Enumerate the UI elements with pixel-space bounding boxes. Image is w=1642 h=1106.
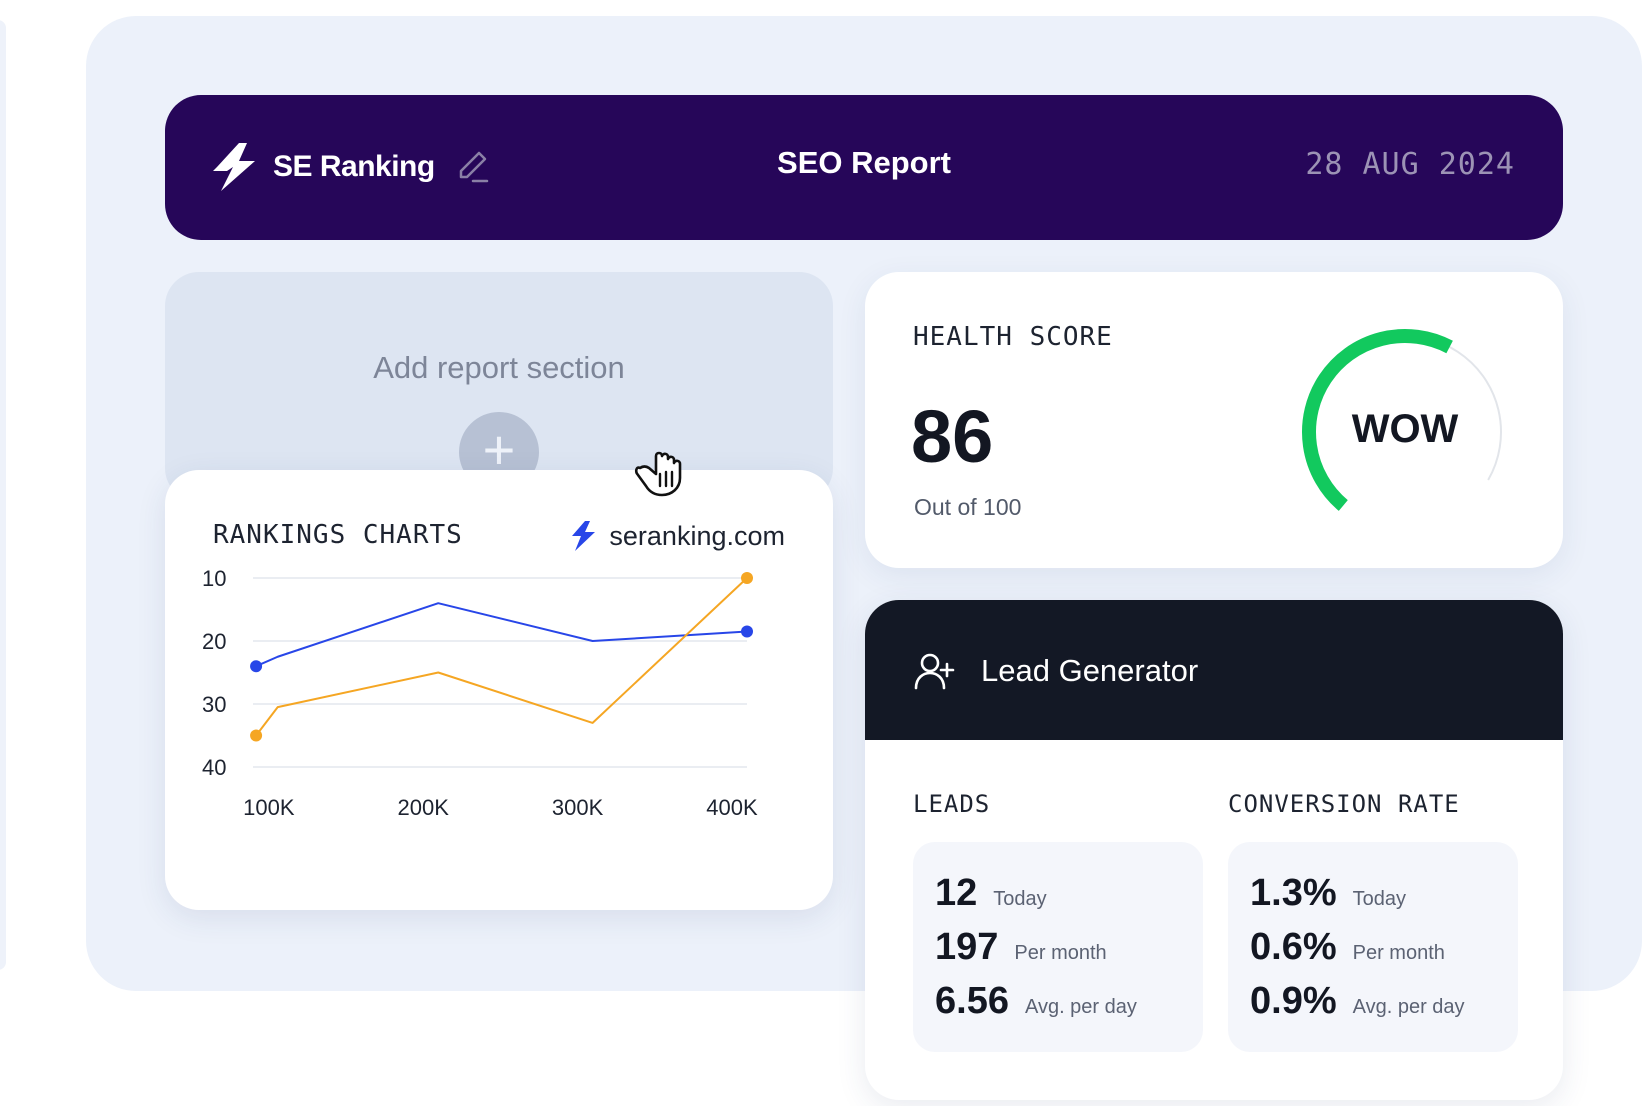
series-line-1 [255, 602, 748, 668]
site-link[interactable]: seranking.com [569, 520, 785, 552]
series-point [250, 660, 263, 673]
y-tick-label: 40 [202, 755, 226, 780]
site-name: seranking.com [609, 520, 785, 551]
brand-name: SE Ranking [273, 150, 435, 183]
series-point [741, 625, 753, 638]
stat-value: 0.9% [1250, 980, 1337, 1022]
stat-value: 197 [935, 926, 999, 968]
lightning-logo-icon [213, 143, 255, 191]
stat-value: 1.3% [1250, 872, 1337, 914]
lead-generator-header: Lead Generator [865, 600, 1563, 740]
stat-row: 12 Today [935, 872, 1047, 915]
rankings-title: RANKINGS CHARTS [213, 520, 463, 550]
rankings-line-chart: 10 20 30 40 100K 200K 300K 400K [202, 566, 758, 820]
lightning-site-icon [572, 521, 596, 551]
leads-stats-box: 12 Today 197 Per month 6.56 Avg. per day [913, 842, 1203, 1052]
stat-row: 1.3% Today [1250, 872, 1406, 915]
conversion-stats-box: 1.3% Today 0.6% Per month 0.9% Avg. per … [1228, 842, 1518, 1052]
x-tick-label: 300K [552, 795, 604, 820]
brand-logo: SE Ranking [211, 141, 435, 193]
report-date: 28 AUG 2024 [1305, 147, 1515, 182]
lead-generator-title: Lead Generator [981, 653, 1199, 688]
stat-label: Today [993, 888, 1047, 910]
stat-label: Per month [1014, 942, 1107, 964]
user-plus-icon [914, 653, 955, 690]
stat-value: 12 [935, 872, 978, 914]
plus-icon: + [482, 418, 516, 481]
stat-label: Today [1352, 888, 1406, 910]
x-tick-label: 400K [706, 795, 758, 820]
health-score-card: HEALTH SCORE 86 Out of 100 WOW [865, 272, 1563, 568]
series-line-2 [255, 577, 748, 737]
add-section-label: Add report section [373, 350, 625, 385]
y-tick-label: 10 [202, 566, 226, 591]
rankings-chart-card[interactable]: RANKINGS CHARTS seranking.com 10 20 30 40 10… [165, 470, 833, 910]
stat-row: 6.56 Avg. per day [935, 980, 1137, 1023]
background-panel-edge [0, 20, 6, 970]
report-header: SE Ranking SEO Report 28 AUG 2024 [165, 95, 1563, 240]
stat-row: 0.6% Per month [1250, 926, 1445, 969]
stat-row: 197 Per month [935, 926, 1107, 969]
series-point [250, 729, 263, 742]
stat-label: Avg. per day [1024, 996, 1137, 1018]
gauge-label: WOW [1351, 407, 1459, 451]
stat-value: 6.56 [935, 980, 1009, 1022]
stat-row: 0.9% Avg. per day [1250, 980, 1465, 1023]
health-gauge [1302, 329, 1502, 511]
x-tick-label: 100K [243, 795, 295, 820]
stat-value: 0.6% [1250, 926, 1337, 968]
stat-label: Avg. per day [1352, 996, 1465, 1018]
series-point [741, 572, 753, 584]
health-score-subtitle: Out of 100 [914, 494, 1022, 520]
add-report-section[interactable]: Add report section + [165, 272, 833, 502]
edit-pencil-icon[interactable] [453, 147, 493, 187]
y-tick-label: 30 [202, 692, 226, 717]
conversion-rate-title: CONVERSION RATE [1228, 790, 1460, 818]
x-tick-label: 200K [398, 795, 450, 820]
report-title: SEO Report [777, 145, 951, 180]
lead-generator-card: Lead Generator LEADS CONVERSION RATE 12 … [865, 600, 1563, 1100]
health-score-value: 86 [911, 395, 994, 478]
health-score-title: HEALTH SCORE [913, 322, 1113, 352]
leads-title: LEADS [913, 790, 991, 818]
grab-hand-cursor-icon [634, 451, 682, 497]
stat-label: Per month [1352, 942, 1445, 964]
gauge-value-arc [1302, 329, 1453, 511]
y-tick-label: 20 [202, 629, 226, 654]
